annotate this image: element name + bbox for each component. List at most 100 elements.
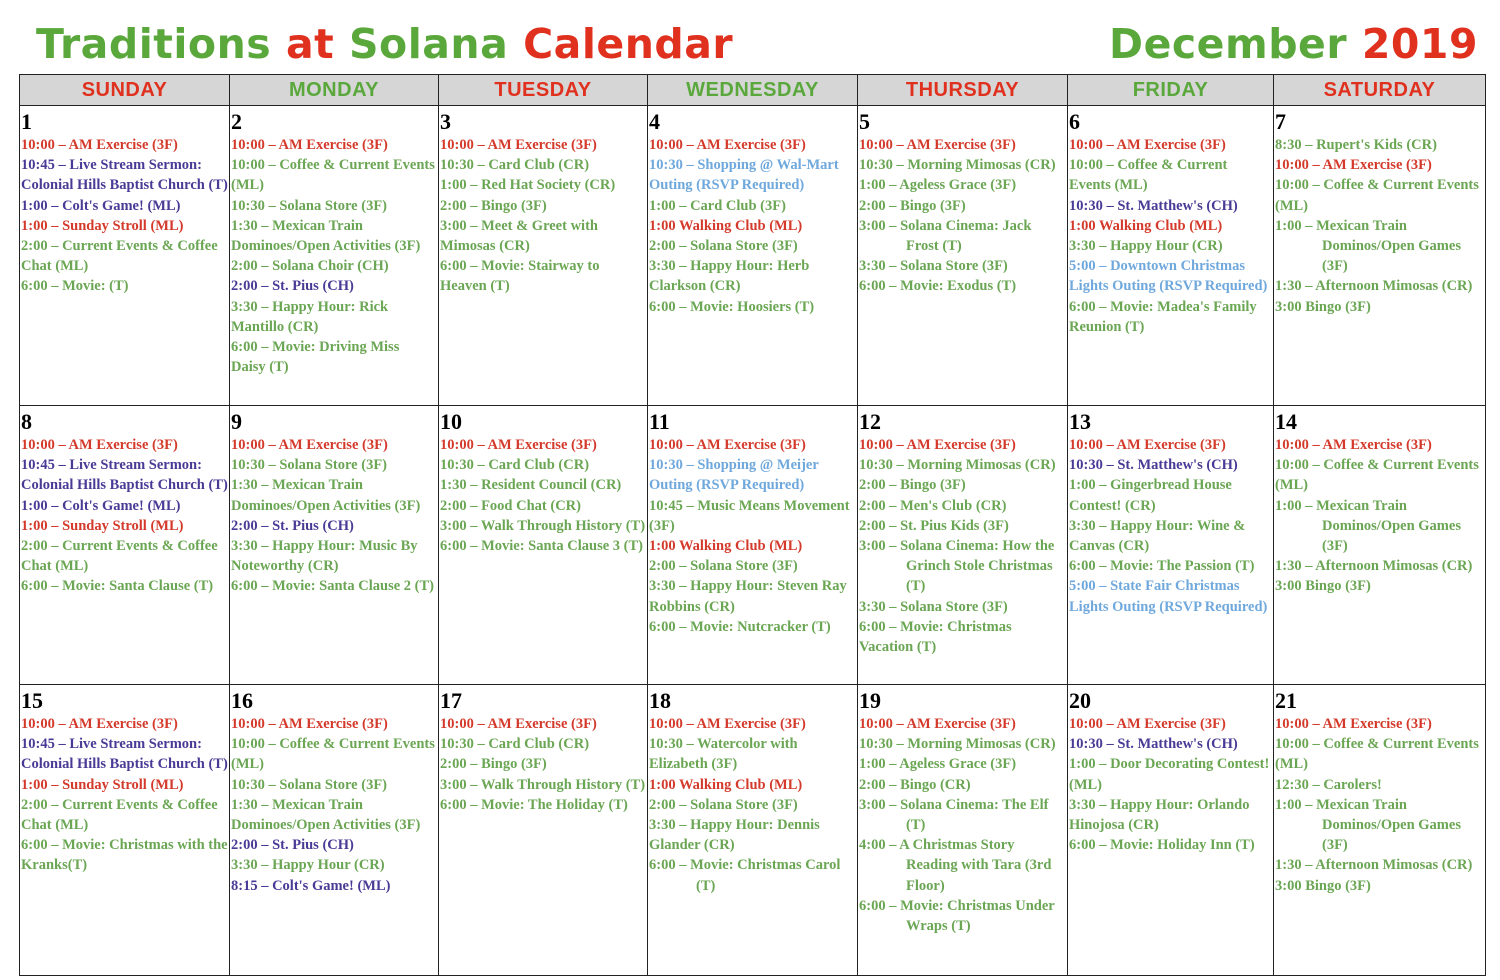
- title-word: Calendar: [523, 20, 734, 68]
- event-item: 3:00 Bingo (3F): [1275, 298, 1371, 315]
- day-cell[interactable]: 14 10:00 – AM Exercise (3F) 10:00 – Coffee…: [1273, 405, 1486, 685]
- event-item: 3:00 – Solana Cinema: The Elf (T): [859, 796, 1049, 834]
- day-number: 3: [440, 109, 451, 134]
- event-item: 10:30 – Solana Store (3F): [231, 776, 388, 793]
- event-item: 10:00 – AM Exercise (3F): [21, 716, 178, 732]
- event-item: 1:30 – Resident Council (CR): [440, 477, 622, 494]
- day-number: 20: [1069, 688, 1091, 713]
- event-item: 1:30 – Afternoon Mimosas (CR): [1275, 278, 1473, 295]
- event-item: 3:30 – Happy Hour (CR): [231, 857, 385, 874]
- calendar-grid: SUNDAY MONDAY TUESDAY WEDNESDAY THURSDAY FRID…: [19, 74, 1486, 976]
- event-item: 3:00 – Solana Cinema: Jack Frost (T): [859, 217, 1032, 255]
- day-cell[interactable]: 10 10:00 – AM Exercise (3F) 10:30 – Card C…: [438, 405, 648, 685]
- event-item: 10:30 – Morning Mimosas (CR): [859, 457, 1056, 474]
- event-item: 1:00 – Sunday Stroll (ML): [21, 217, 184, 234]
- event-item: 6:00 – Movie: Santa Clause 2 (T): [231, 578, 434, 595]
- event-item: 1:00 – Gingerbread House Contest! (CR): [1069, 477, 1232, 514]
- day-cell[interactable]: 13 10:00 – AM Exercise (3F) 10:30 – St. Ma…: [1067, 405, 1274, 685]
- event-item: 3:30 – Happy Hour: Wine & Canvas (CR): [1069, 517, 1246, 555]
- event-item: 10:00 – AM Exercise (3F): [859, 137, 1016, 153]
- event-item: 1:00 – Ageless Grace (3F): [859, 177, 1017, 194]
- event-item: 1:00 – Card Club (3F): [649, 197, 786, 214]
- event-item: 2:00 – Bingo (3F): [859, 197, 966, 214]
- event-item: 1:00 – Red Hat Society (CR): [440, 177, 616, 194]
- day-cell[interactable]: 15 10:00 – AM Exercise (3F) 10:45 – Live S…: [19, 684, 230, 976]
- day-cell[interactable]: 12 10:00 – AM Exercise (3F) 10:30 – Mornin…: [857, 405, 1068, 685]
- event-item: 10:30 – Solana Store (3F): [231, 457, 388, 474]
- event-item: 10:30 – Card Club (CR): [440, 457, 590, 474]
- event-item: 10:00 – AM Exercise (3F): [21, 437, 178, 453]
- day-number: 10: [440, 409, 462, 434]
- event-item: 1:00 Walking Club (ML): [649, 217, 803, 234]
- day-cell[interactable]: 5 10:00 – AM Exercise (3F) 10:30 – Morning…: [857, 105, 1068, 406]
- event-item: 3:00 Bingo (3F): [1275, 877, 1371, 894]
- day-cell[interactable]: 11 10:00 – AM Exercise (3F) 10:30 – Shoppi…: [647, 405, 858, 685]
- day-number: 7: [1275, 109, 1286, 134]
- event-item: 6:00 – Movie: Hoosiers (T): [649, 298, 815, 315]
- day-cell[interactable]: 6 10:00 – AM Exercise (3F) 10:00 – Coffee …: [1067, 105, 1274, 406]
- day-cell[interactable]: 3 10:00 – AM Exercise (3F) 10:30 – Card Cl…: [438, 105, 648, 406]
- event-item: 10:45 – Live Stream Sermon: Colonial Hil…: [21, 736, 228, 773]
- day-cell[interactable]: 19 10:00 – AM Exercise (3F) 10:30 – Mornin…: [857, 684, 1068, 976]
- event-item: 1:00 – Colt's Game! (ML): [21, 197, 181, 214]
- event-item: 2:00 – St. Pius (CH): [231, 837, 354, 854]
- event-item: 3:00 – Walk Through History (T): [440, 776, 646, 793]
- event-item: 2:00 – Bingo (3F): [440, 197, 547, 214]
- event-item: 3:00 – Walk Through History (T): [440, 517, 646, 534]
- week-row: 8 10:00 – AM Exercise (3F) 10:45 – Live St…: [19, 405, 1486, 685]
- event-item: 1:30 – Afternoon Mimosas (CR): [1275, 857, 1473, 874]
- event-item: 1:30 – Mexican Train Dominoes/Open Activ…: [231, 796, 421, 834]
- week-row: 15 10:00 – AM Exercise (3F) 10:45 – Live S…: [19, 684, 1486, 976]
- event-item: 6:00 – Movie: Christmas Vacation (T): [859, 618, 1012, 656]
- event-item: 12:30 – Carolers!: [1275, 776, 1382, 793]
- event-item: 6:00 – Movie: Exodus (T): [859, 278, 1017, 295]
- event-item: 6:00 – Movie: Christmas Carol (T): [649, 857, 841, 894]
- day-cell[interactable]: 17 10:00 – AM Exercise (3F) 10:30 – Card C…: [438, 684, 648, 976]
- event-item: 6:00 – Movie: Santa Clause 3 (T): [440, 538, 643, 555]
- event-item: 3:30 – Happy Hour (CR): [1069, 238, 1223, 255]
- weekday-header-monday: MONDAY: [229, 74, 439, 106]
- day-cell[interactable]: 9 10:00 – AM Exercise (3F) 10:30 – Solana …: [229, 405, 439, 685]
- event-item: 6:00 – Movie: Driving Miss Daisy (T): [231, 339, 400, 376]
- event-item: 8:30 – Rupert's Kids (CR): [1275, 137, 1437, 153]
- day-cell[interactable]: 8 10:00 – AM Exercise (3F) 10:45 – Live St…: [19, 405, 230, 685]
- day-cell[interactable]: 21 10:00 – AM Exercise (3F) 10:00 – Coffee…: [1273, 684, 1486, 976]
- day-cell[interactable]: 20 10:00 – AM Exercise (3F) 10:30 – St. Ma…: [1067, 684, 1274, 976]
- event-item: 1:30 – Afternoon Mimosas (CR): [1275, 558, 1473, 575]
- event-item: 8:15 – Colt's Game! (ML): [231, 877, 391, 894]
- event-item: 2:00 – Bingo (3F): [859, 477, 966, 494]
- event-item: 1:00 Walking Club (ML): [1069, 217, 1223, 234]
- event-item: 3:00 – Solana Cinema: How the Grinch Sto…: [859, 538, 1055, 595]
- title-word: Traditions: [36, 20, 272, 68]
- event-item: 10:00 – Coffee & Current Events (ML): [1069, 157, 1228, 194]
- day-number: 4: [649, 109, 660, 134]
- event-item: 3:30 – Happy Hour: Dennis Glander (CR): [649, 817, 820, 854]
- event-item: 10:30 – Watercolor with Elizabeth (3F): [649, 736, 798, 773]
- day-number: 8: [21, 409, 32, 434]
- day-number: 5: [859, 109, 870, 134]
- calendar-title: Traditions at Solana Calendar: [36, 18, 733, 70]
- event-item: 6:00 – Movie: The Holiday (T): [440, 796, 628, 813]
- event-item: 1:00 Walking Club (ML): [649, 538, 803, 555]
- event-item: 6:00 – Movie: Stairway to Heaven (T): [440, 258, 600, 295]
- event-item: 6:00 – Movie: Holiday Inn (T): [1069, 837, 1255, 854]
- week-row: 1 10:00 – AM Exercise (3F) 10:45 – Live St…: [19, 105, 1486, 406]
- event-item: 10:00 – Coffee & Current Events (ML): [1275, 457, 1479, 494]
- event-item: 10:00 – AM Exercise (3F): [859, 716, 1016, 732]
- event-item: 10:00 – Coffee & Current Events (ML): [1275, 736, 1479, 773]
- month-name: December: [1109, 20, 1348, 68]
- day-cell[interactable]: 18 10:00 – AM Exercise (3F) 10:30 – Waterc…: [647, 684, 858, 976]
- event-item: 6:00 – Movie: The Passion (T): [1069, 558, 1255, 575]
- day-cell[interactable]: 1 10:00 – AM Exercise (3F) 10:45 – Live St…: [19, 105, 230, 406]
- event-item: 10:30 – Solana Store (3F): [231, 197, 388, 214]
- day-cell[interactable]: 7 8:30 – Rupert's Kids (CR) 10:00 – AM Exe…: [1273, 105, 1486, 406]
- event-item: 6:00 – Movie: Christmas Under Wraps (T): [859, 897, 1055, 935]
- day-number: 2: [231, 109, 242, 134]
- event-item: 10:30 – St. Matthew's (CH): [1069, 736, 1238, 753]
- day-cell[interactable]: 16 10:00 – AM Exercise (3F) 10:00 – Coffee…: [229, 684, 439, 976]
- day-cell[interactable]: 2 10:00 – AM Exercise (3F) 10:00 – Coffee …: [229, 105, 439, 406]
- event-item: 10:30 – Morning Mimosas (CR): [859, 157, 1056, 174]
- event-item: 3:30 – Happy Hour: Steven Ray Robbins (C…: [649, 578, 847, 615]
- event-item: 3:30 – Happy Hour: Music By Noteworthy (…: [231, 538, 418, 575]
- day-cell[interactable]: 4 10:00 – AM Exercise (3F) 10:30 – Shoppin…: [647, 105, 858, 406]
